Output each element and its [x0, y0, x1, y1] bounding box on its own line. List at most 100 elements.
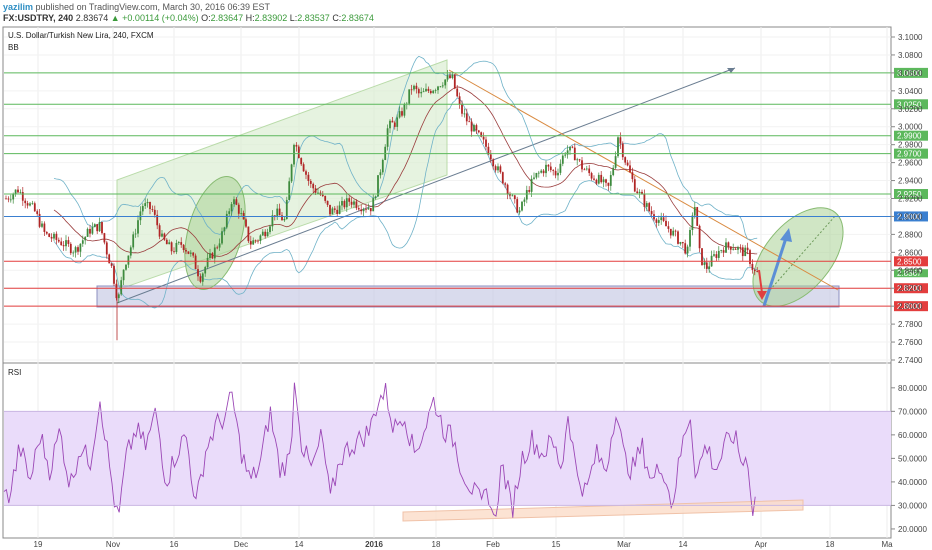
candle-body	[48, 233, 51, 237]
candle-body	[367, 208, 370, 210]
candle-body	[494, 166, 497, 171]
candle-body	[662, 217, 665, 221]
ascending-channel	[116, 59, 448, 291]
time-tick-label: 14	[679, 540, 688, 549]
time-tick-label: 19	[34, 540, 43, 549]
candle-body	[341, 201, 343, 206]
candle-body	[5, 198, 7, 200]
candle-body	[93, 224, 96, 228]
candle-body	[180, 242, 183, 245]
descending-trend-line	[448, 69, 839, 291]
candle-body	[285, 199, 288, 219]
candle-body	[648, 203, 651, 212]
candle-body	[151, 209, 154, 210]
candle-body	[170, 242, 173, 252]
candle-body	[631, 172, 634, 180]
candle-body	[489, 154, 492, 160]
candle-body	[744, 247, 747, 257]
candle-body	[240, 212, 243, 214]
candle-body	[684, 243, 687, 254]
candle-body	[146, 202, 149, 204]
candle-body	[583, 169, 586, 171]
candle-body	[485, 139, 487, 147]
price-tick-label: 2.9200	[898, 195, 923, 204]
candle-body	[225, 213, 228, 228]
rsi-layer	[3, 382, 891, 522]
candle-body	[110, 263, 113, 266]
level-tag-label: 2.9900	[897, 132, 922, 141]
candle-body	[600, 174, 603, 183]
candle-body	[504, 183, 507, 185]
candle-body	[89, 228, 91, 234]
candle-body	[722, 250, 725, 253]
time-axis: 19 Nov 16 Dec 14 2016 18 Feb 15 Mar 14 Apr 18 Ma	[34, 540, 894, 549]
candle-body	[45, 231, 48, 234]
candle-body	[458, 96, 461, 105]
candle-body	[665, 220, 667, 227]
price-tick-label: 3.0200	[898, 105, 923, 114]
level-tag-label: 3.0250	[897, 100, 922, 109]
symbol-info: FX:USDTRY, 240 2.83674 ▲ +0.00114 (+0.04…	[3, 13, 374, 23]
level-tag	[894, 148, 928, 159]
candle-body	[290, 164, 293, 182]
candle-body	[137, 220, 139, 234]
candle-body	[168, 242, 171, 245]
candle-body	[101, 222, 103, 234]
candle-body	[252, 240, 255, 245]
candle-body	[509, 193, 511, 196]
candle-body	[756, 271, 759, 272]
candle-body	[67, 240, 70, 244]
candle-body	[391, 120, 394, 123]
candle-body	[401, 111, 403, 116]
price-tick-label: 2.7800	[898, 320, 923, 329]
candle-body	[530, 178, 533, 192]
down-arrow-icon	[757, 291, 767, 300]
candle-body	[521, 201, 523, 211]
candle-body	[38, 213, 41, 227]
candle-body	[393, 122, 396, 127]
candle-body	[317, 192, 319, 194]
candle-body	[432, 90, 435, 94]
candle-body	[657, 220, 660, 223]
candle-body	[677, 231, 679, 244]
candle-body	[302, 164, 305, 172]
candle-body	[113, 265, 115, 284]
candle-body	[593, 178, 595, 180]
price-tick-label: 2.7400	[898, 356, 923, 365]
price-tick-label: 2.9000	[898, 212, 923, 221]
bollinger-upper	[53, 55, 758, 240]
candle-body	[477, 130, 480, 133]
candle-body	[453, 74, 456, 89]
candle-body	[559, 163, 562, 173]
candle-body	[535, 172, 538, 178]
candle-body	[12, 194, 15, 200]
candle-body	[725, 242, 727, 253]
time-tick-label: 18	[432, 540, 441, 549]
candle-body	[552, 170, 555, 171]
low-value: 2.83537	[297, 13, 330, 23]
candle-body	[417, 89, 420, 94]
candle-body	[197, 269, 199, 277]
level-tag-label: 2.9250	[897, 190, 922, 199]
candle-body	[125, 264, 127, 270]
candle-body	[163, 233, 166, 240]
candle-body	[182, 244, 185, 250]
candle-body	[482, 136, 485, 140]
candle-body	[377, 175, 379, 197]
candle-body	[701, 248, 703, 265]
candle-body	[199, 276, 202, 282]
candle-body	[561, 155, 564, 164]
candle-body	[379, 172, 382, 176]
author-name[interactable]: yazilim	[3, 2, 34, 12]
candle-body	[329, 204, 331, 215]
level-tag-label: 2.8000	[897, 302, 922, 311]
candle-body	[161, 233, 163, 237]
candle-body	[29, 203, 31, 206]
candle-body	[528, 190, 531, 192]
overlap-tag	[894, 269, 928, 278]
candle-body	[691, 215, 694, 230]
price-tick-label: 2.8800	[898, 230, 923, 239]
candle-body	[245, 219, 247, 227]
candle-body	[674, 230, 677, 232]
